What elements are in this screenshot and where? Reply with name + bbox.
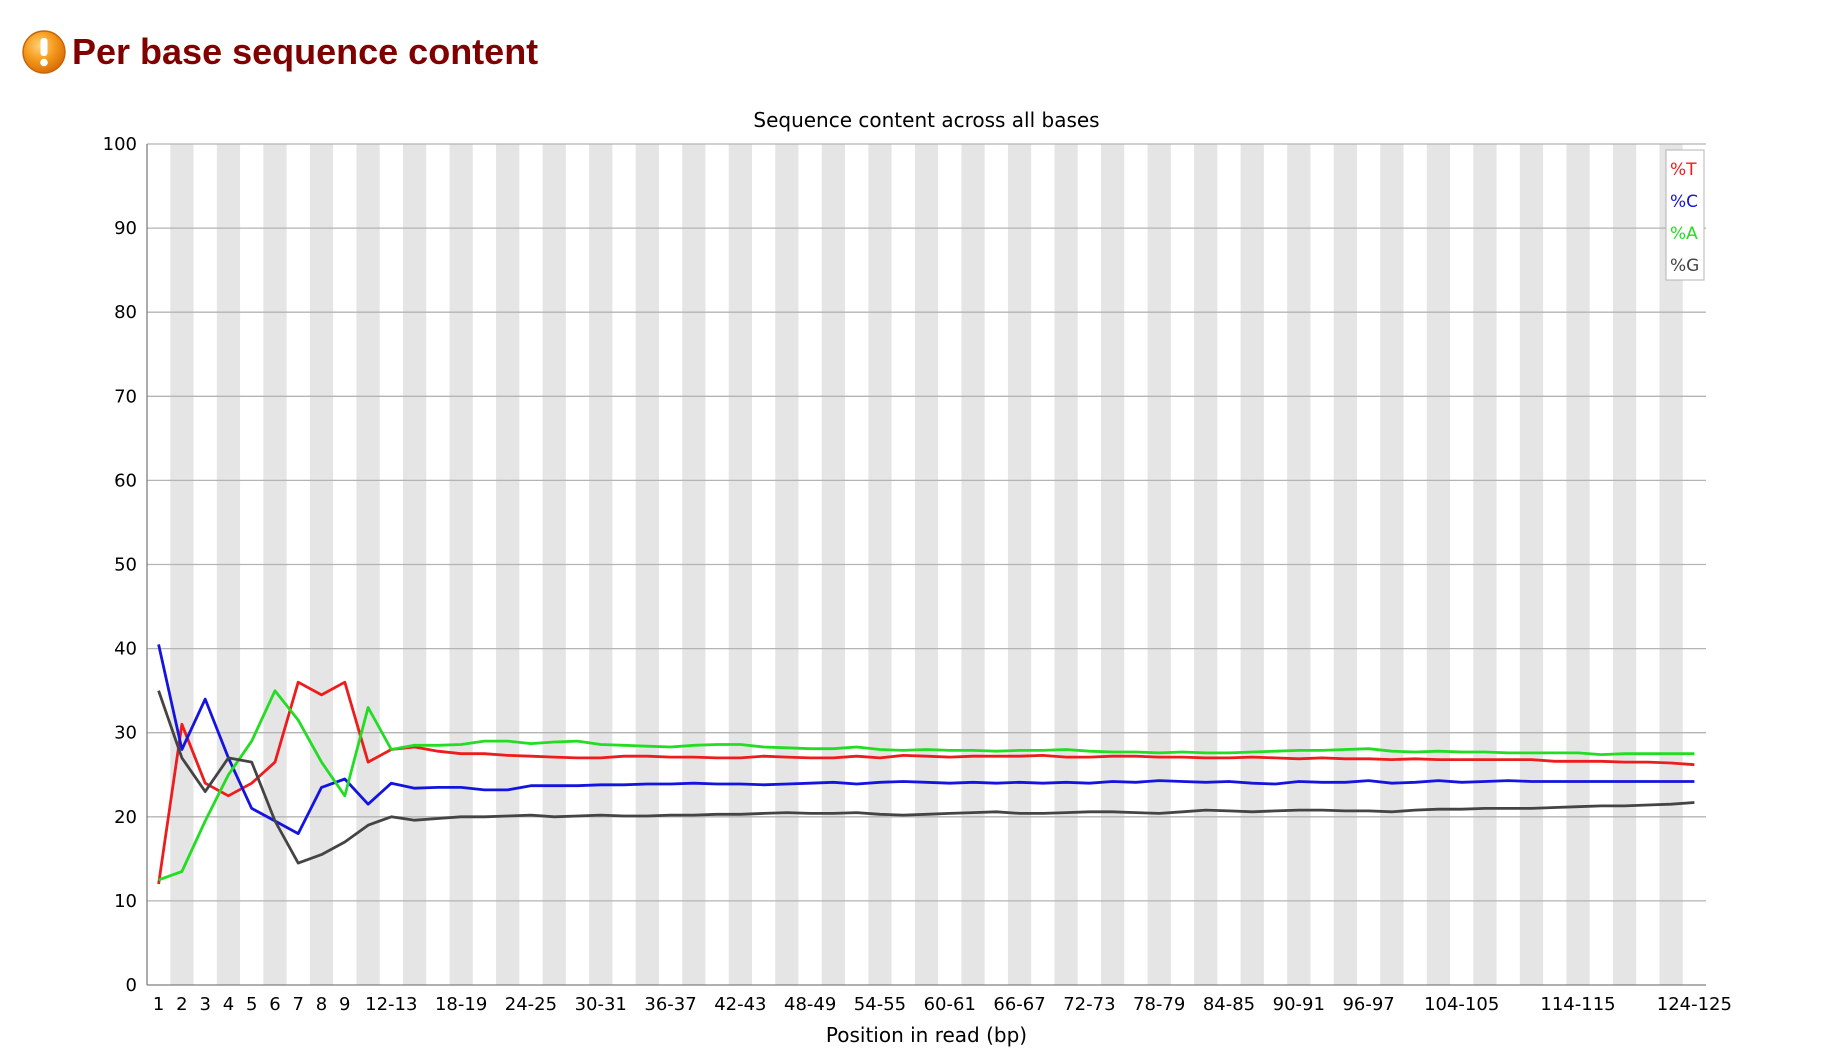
y-tick-label: 40 <box>114 639 137 660</box>
x-tick-label: 9 <box>339 994 350 1015</box>
legend-item: %G <box>1670 256 1699 276</box>
y-tick-label: 100 <box>103 134 137 155</box>
legend-item: %T <box>1670 160 1697 180</box>
x-tick-label: 6 <box>269 994 280 1015</box>
y-tick-label: 70 <box>114 386 137 407</box>
y-tick-label: 0 <box>126 975 137 996</box>
x-tick-label: 78-79 <box>1133 994 1185 1015</box>
x-tick-label: 3 <box>199 994 210 1015</box>
y-tick-label: 20 <box>114 807 137 828</box>
x-tick-label: 36-37 <box>644 994 696 1015</box>
x-tick-label: 18-19 <box>435 994 487 1015</box>
x-tick-label: 114-115 <box>1540 994 1615 1015</box>
x-tick-label: 1 <box>153 994 164 1015</box>
series-lines <box>157 644 1695 885</box>
x-tick-label: 24-25 <box>505 994 557 1015</box>
x-tick-label: 66-67 <box>993 994 1045 1015</box>
axes: 0 10 20 30 40 50 60 70 80 90 100 1 2 3 4 5 6 7 8 9 12-13 18-1… <box>103 134 1732 1015</box>
x-tick-label: 30-31 <box>575 994 627 1015</box>
x-tick-label: 12-13 <box>365 994 417 1015</box>
x-tick-label: 104-105 <box>1424 994 1499 1015</box>
y-tick-label: 80 <box>114 302 137 323</box>
series-line <box>157 680 1695 885</box>
y-tick-label: 50 <box>114 555 137 576</box>
page-header: Per base sequence content <box>20 22 538 82</box>
x-tick-label: 60-61 <box>924 994 976 1015</box>
x-tick-label: 72-73 <box>1063 994 1115 1015</box>
series-line <box>157 690 1695 865</box>
gridlines <box>147 143 1706 902</box>
x-tick-label: 2 <box>176 994 187 1015</box>
x-axis-label: Position in read (bp) <box>826 1023 1027 1047</box>
x-tick-label: 84-85 <box>1203 994 1255 1015</box>
x-tick-label: 5 <box>246 994 257 1015</box>
x-tick-label: 54-55 <box>854 994 906 1015</box>
x-tick-label: 48-49 <box>784 994 836 1015</box>
x-tick-label: 90-91 <box>1273 994 1325 1015</box>
y-tick-label: 60 <box>114 470 137 491</box>
legend-box <box>1665 149 1705 281</box>
series-line <box>157 644 1695 835</box>
legend-item: %A <box>1670 224 1698 244</box>
x-tick-label: 8 <box>316 994 327 1015</box>
x-tick-label: 42-43 <box>714 994 766 1015</box>
x-tick-label: 96-97 <box>1342 994 1394 1015</box>
legend-item: %C <box>1670 192 1698 212</box>
x-tick-label: 7 <box>293 994 304 1015</box>
y-tick-label: 10 <box>114 891 137 912</box>
page-title: Per base sequence content <box>72 31 539 72</box>
legend: %T %C %A %G <box>1665 149 1705 281</box>
warning-icon <box>22 30 66 74</box>
y-tick-label: 90 <box>114 218 137 239</box>
series-line <box>158 689 1695 882</box>
x-tick-label: 124-125 <box>1657 994 1732 1015</box>
x-tick-label: 4 <box>223 994 234 1015</box>
chart-title: Sequence content across all bases <box>753 108 1099 132</box>
y-tick-label: 30 <box>114 723 137 744</box>
